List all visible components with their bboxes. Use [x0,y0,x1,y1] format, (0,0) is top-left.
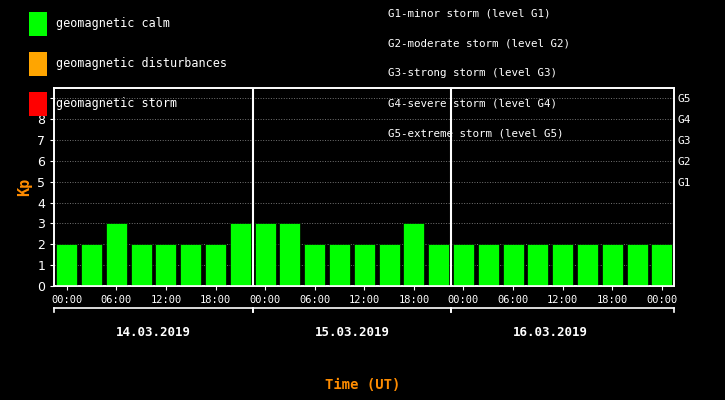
Text: geomagnetic calm: geomagnetic calm [56,18,170,30]
Bar [527,244,548,286]
Bar [552,244,573,286]
Text: 16.03.2019: 16.03.2019 [513,326,588,339]
Bar [181,244,202,286]
Bar [403,224,424,286]
Bar [304,244,326,286]
Bar [478,244,499,286]
Bar [205,244,226,286]
Text: G3-strong storm (level G3): G3-strong storm (level G3) [388,68,557,78]
Text: Time (UT): Time (UT) [325,378,400,392]
Bar [130,244,152,286]
Bar [602,244,623,286]
Bar [155,244,176,286]
Bar [378,244,399,286]
Bar [453,244,474,286]
Bar [428,244,450,286]
Text: 15.03.2019: 15.03.2019 [315,326,389,339]
Text: 14.03.2019: 14.03.2019 [116,326,191,339]
Bar [279,224,300,286]
Bar [81,244,102,286]
Bar [502,244,523,286]
Text: geomagnetic disturbances: geomagnetic disturbances [56,58,227,70]
Bar [254,224,276,286]
Bar [354,244,375,286]
Text: G5-extreme storm (level G5): G5-extreme storm (level G5) [388,128,563,138]
Bar [57,244,78,286]
Text: G4-severe storm (level G4): G4-severe storm (level G4) [388,98,557,108]
Bar [651,244,672,286]
Bar [106,224,127,286]
Text: G1-minor storm (level G1): G1-minor storm (level G1) [388,8,550,18]
Text: G2-moderate storm (level G2): G2-moderate storm (level G2) [388,38,570,48]
Bar [577,244,598,286]
Bar [329,244,350,286]
Bar [230,224,251,286]
Y-axis label: Kp: Kp [17,178,32,196]
Bar [626,244,647,286]
Text: geomagnetic storm: geomagnetic storm [56,98,177,110]
